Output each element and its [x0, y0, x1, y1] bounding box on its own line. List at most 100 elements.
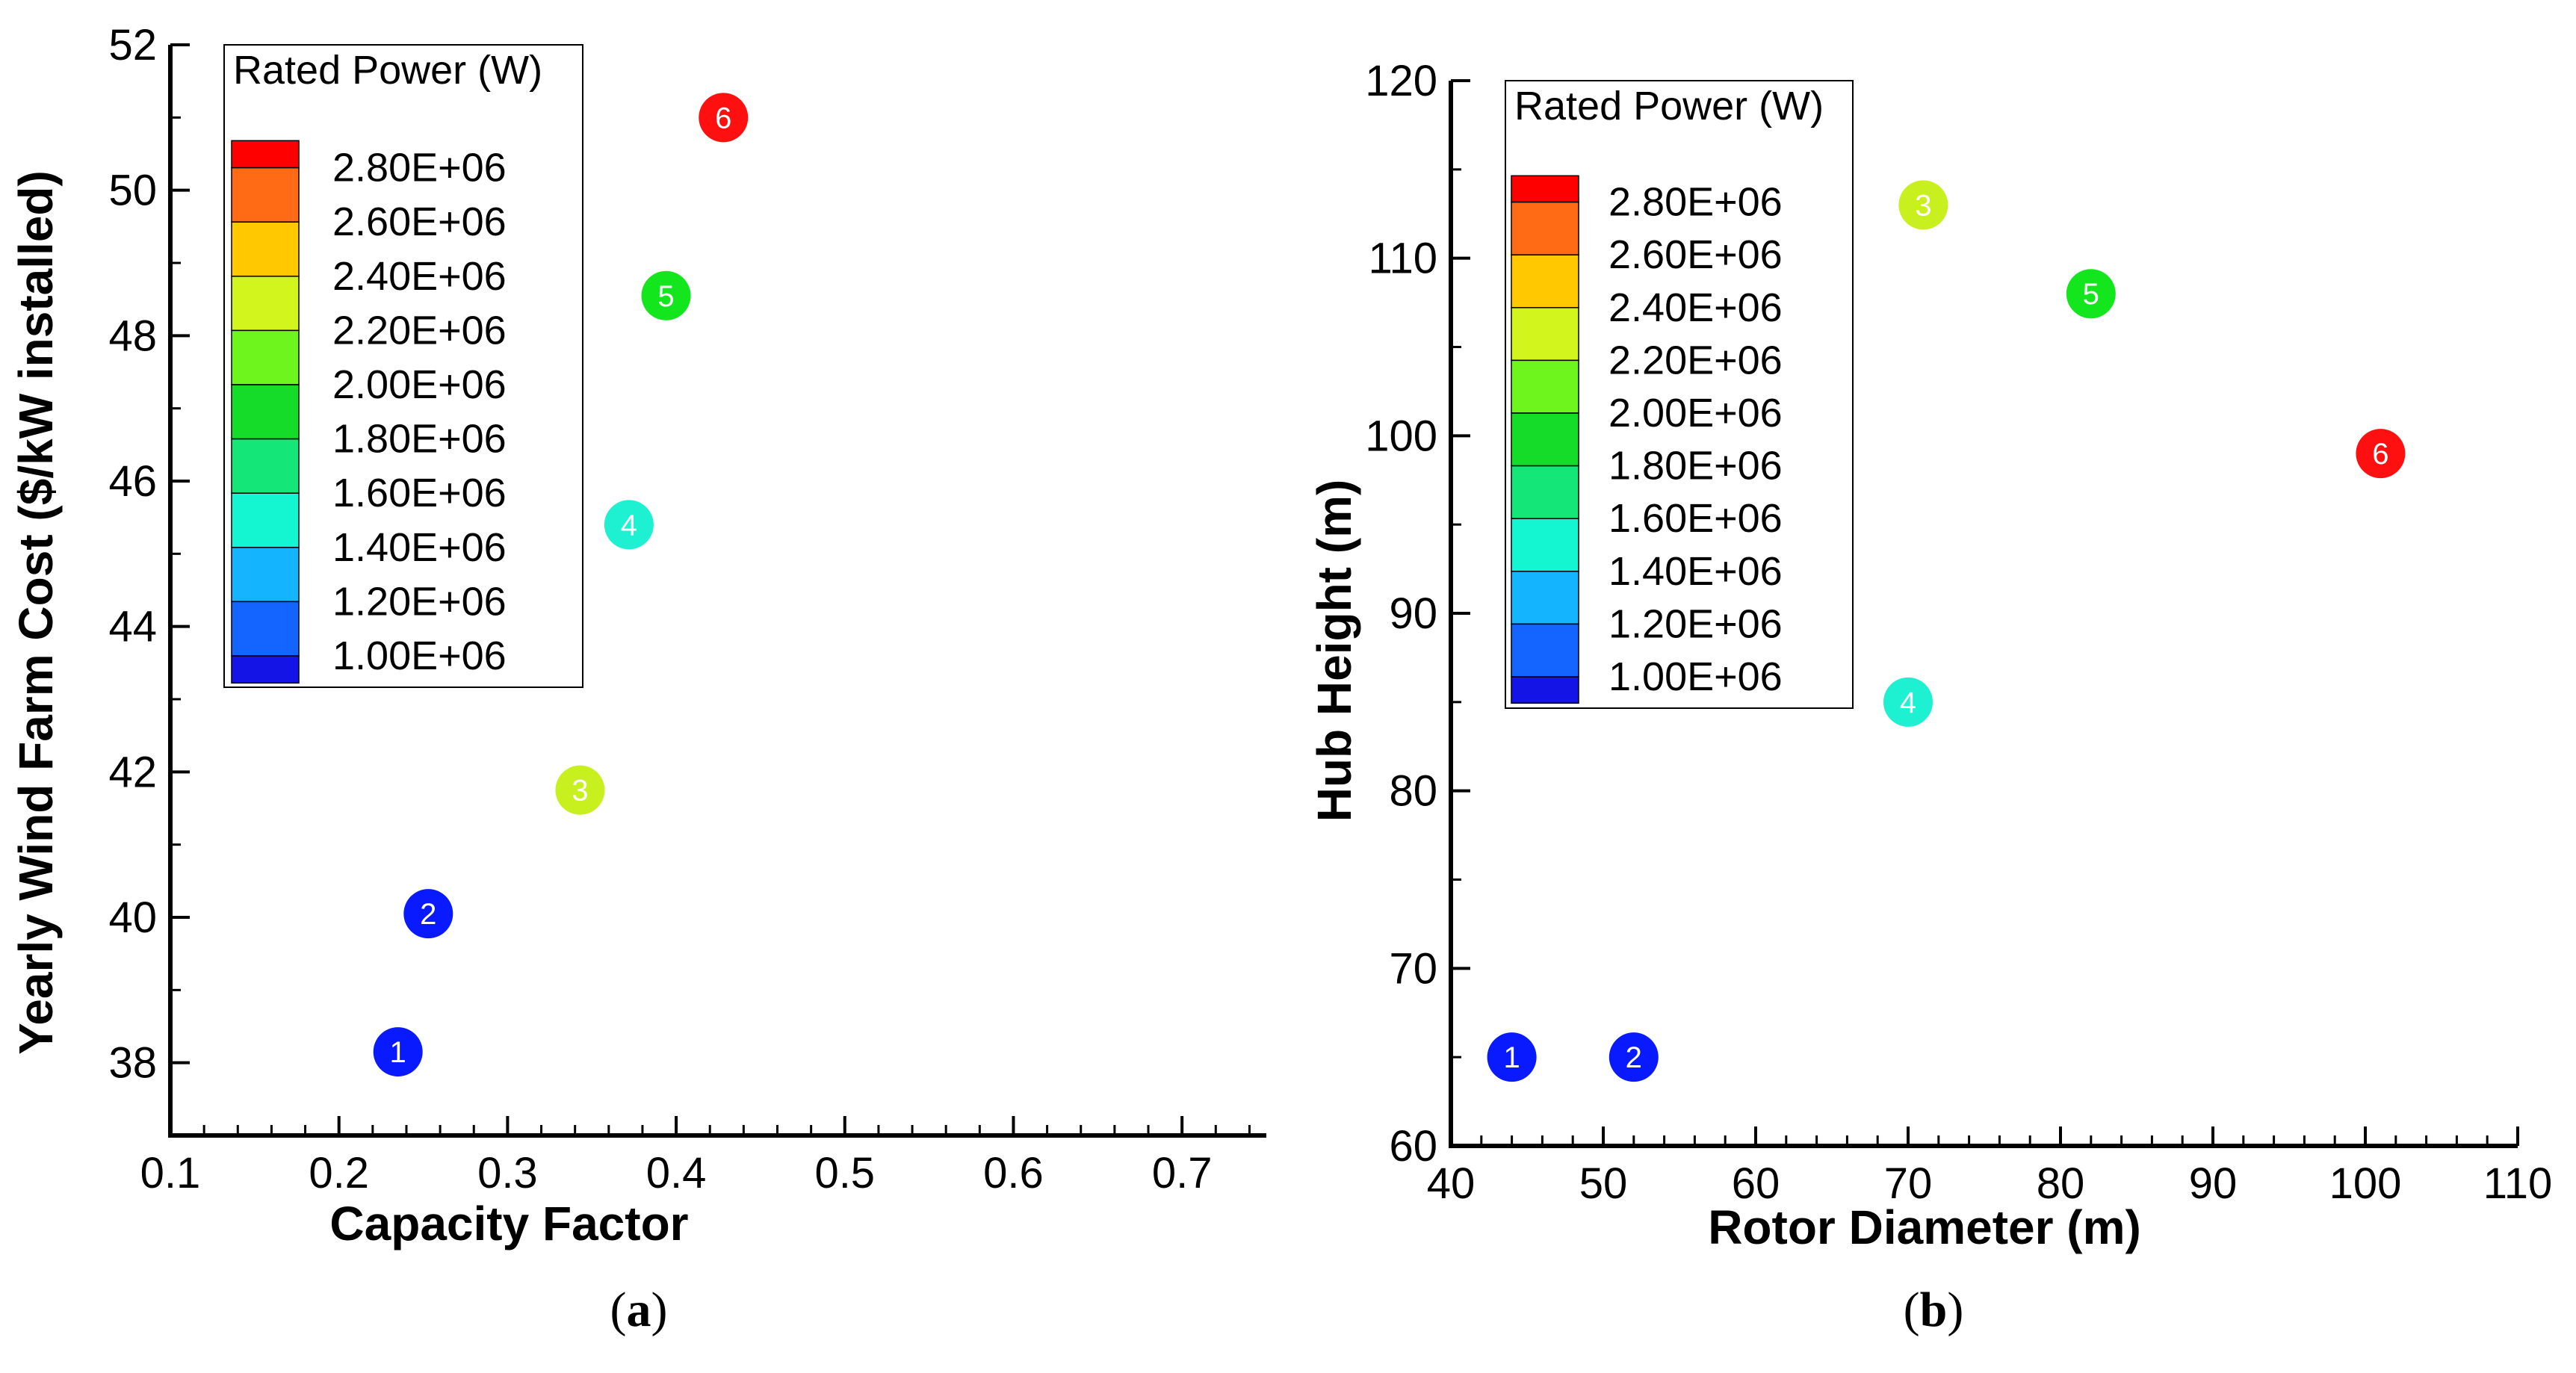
point-marker-b — [1609, 1032, 1659, 1082]
legend-label-a: 2.80E+06 — [332, 146, 507, 190]
point-marker-a — [403, 889, 453, 939]
legend-label-b: 2.00E+06 — [1609, 391, 1783, 436]
point-marker-a — [373, 1027, 423, 1077]
legend-swatch-a — [231, 601, 300, 657]
point-label-a: 5 — [657, 280, 674, 313]
point-marker-b — [2356, 429, 2406, 479]
legend-label-a: 1.60E+06 — [332, 471, 507, 515]
chart-panel-b: 40 50 60 70 80 90 100 110 60 70 80 90 100 110 120 Rotor… — [1307, 57, 2552, 1254]
caption-a-close: ) — [651, 1283, 668, 1337]
caption-b: (b) — [1904, 1283, 1964, 1337]
caption-a-open: ( — [610, 1283, 627, 1337]
legend-swatch-b — [1511, 254, 1579, 309]
y-tick-label-b: 110 — [1369, 235, 1437, 283]
legend-swatch-a — [231, 329, 300, 385]
legend-swatch-a — [231, 655, 300, 684]
point-label-a: 4 — [621, 509, 637, 542]
x-axis-label-a: Capacity Factor — [329, 1197, 688, 1250]
legend-title-a: Rated Power (W) — [233, 48, 542, 93]
y-tick-label-a: 50 — [108, 167, 157, 215]
caption-b-close: ) — [1947, 1283, 1963, 1337]
x-tick-label-b: 110 — [2483, 1159, 2552, 1208]
legend-b: Rated Power (W) 2.80E+06 2.60E+06 2.40E+06 2… — [1505, 80, 1854, 709]
caption-b-open: ( — [1904, 1283, 1920, 1337]
y-tick-label-a: 46 — [108, 457, 157, 506]
y-axis-label-b: Hub Height (m) — [1307, 480, 1361, 822]
legend-swatch-b — [1511, 307, 1579, 362]
caption-a: (a) — [610, 1283, 668, 1337]
point-marker-b — [1883, 677, 1933, 727]
x-tick-label-a: 0.2 — [309, 1149, 369, 1197]
y-axis-label-a: Yearly Wind Farm Cost ($/kW installed) — [9, 170, 63, 1055]
legend-label-b: 1.60E+06 — [1609, 496, 1783, 541]
legend-title-b: Rated Power (W) — [1514, 84, 1824, 128]
x-tick-label-b: 40 — [1427, 1159, 1476, 1208]
legend-label-a: 1.00E+06 — [332, 633, 507, 678]
chart-panel-a: 0.1 0.2 0.3 0.4 0.5 0.6 0.73840424446485052Cap… — [9, 21, 1266, 1250]
legend-swatch-a — [231, 384, 300, 440]
x-tick-label-a: 0.3 — [477, 1149, 538, 1197]
legend-label-a: 2.00E+06 — [332, 362, 507, 407]
legend-swatch-a — [231, 438, 300, 494]
legend-swatch-a — [231, 547, 300, 603]
legend-label-a: 1.40E+06 — [332, 525, 507, 570]
y-tick-label-a: 44 — [108, 603, 157, 651]
x-tick-label-b: 70 — [1884, 1159, 1933, 1208]
point-label-b: 1 — [1503, 1041, 1520, 1074]
legend-swatch-a — [231, 492, 300, 548]
y-tick-label-b: 70 — [1389, 944, 1437, 993]
legend-swatch-b — [1511, 623, 1579, 678]
legend-label-a: 2.40E+06 — [332, 254, 507, 299]
legend-swatch-b — [1511, 359, 1579, 414]
x-axis-label-b: Rotor Diameter (m) — [1708, 1200, 2141, 1254]
point-label-a: 1 — [390, 1036, 406, 1069]
legend-label-b: 2.20E+06 — [1609, 338, 1783, 382]
point-label-b: 5 — [2083, 278, 2099, 311]
point-label-b: 4 — [1900, 686, 1916, 719]
point-marker-a — [555, 765, 605, 815]
point-label-a: 3 — [572, 775, 588, 808]
y-tick-label-b: 80 — [1389, 767, 1437, 816]
point-marker-a — [641, 270, 691, 320]
y-tick-label-a: 48 — [108, 312, 157, 360]
point-label-a: 2 — [420, 898, 436, 931]
point-label-b: 3 — [1915, 189, 1931, 222]
legend-label-a: 1.20E+06 — [332, 579, 507, 624]
legend-swatch-b — [1511, 201, 1579, 255]
legend-swatch-a — [231, 140, 300, 169]
point-marker-a — [604, 500, 654, 550]
y-tick-label-b: 120 — [1365, 57, 1437, 105]
x-tick-label-a: 0.6 — [983, 1149, 1044, 1197]
point-marker-b — [1898, 180, 1948, 230]
point-label-b: 2 — [1626, 1041, 1642, 1074]
point-label-a: 6 — [715, 102, 731, 134]
y-tick-label-a: 42 — [108, 748, 157, 796]
caption-b-letter: b — [1920, 1283, 1948, 1337]
legend-label-b: 2.60E+06 — [1609, 232, 1783, 277]
legend-swatch-b — [1511, 518, 1579, 572]
y-tick-label-b: 100 — [1365, 412, 1437, 460]
point-marker-a — [699, 93, 749, 143]
legend-swatch-b — [1511, 465, 1579, 519]
legend-label-b: 1.40E+06 — [1609, 549, 1783, 594]
y-tick-label-a: 40 — [108, 893, 157, 942]
legend-label-a: 1.80E+06 — [332, 417, 507, 462]
x-tick-label-b: 60 — [1732, 1159, 1780, 1208]
legend-swatch-a — [231, 276, 300, 332]
y-tick-label-a: 52 — [108, 21, 157, 69]
legend-swatch-b — [1511, 175, 1579, 203]
legend-label-b: 1.00E+06 — [1609, 654, 1783, 699]
legend-label-a: 2.20E+06 — [332, 308, 507, 353]
point-label-b: 6 — [2372, 438, 2388, 471]
x-tick-label-a: 0.7 — [1152, 1149, 1213, 1197]
legend-swatch-b — [1511, 412, 1579, 467]
legend-a: Rated Power (W) 2.80E+06 2.60E+06 2.40E+06 2… — [223, 44, 583, 688]
legend-label-b: 2.40E+06 — [1609, 285, 1783, 330]
point-marker-b — [1487, 1032, 1537, 1082]
caption-a-letter: a — [627, 1283, 651, 1337]
legend-label-b: 1.80E+06 — [1609, 444, 1783, 489]
point-marker-b — [2066, 269, 2116, 319]
legend-swatch-a — [231, 167, 300, 223]
x-tick-label-b: 90 — [2189, 1159, 2238, 1208]
legend-label-b: 2.80E+06 — [1609, 180, 1783, 225]
